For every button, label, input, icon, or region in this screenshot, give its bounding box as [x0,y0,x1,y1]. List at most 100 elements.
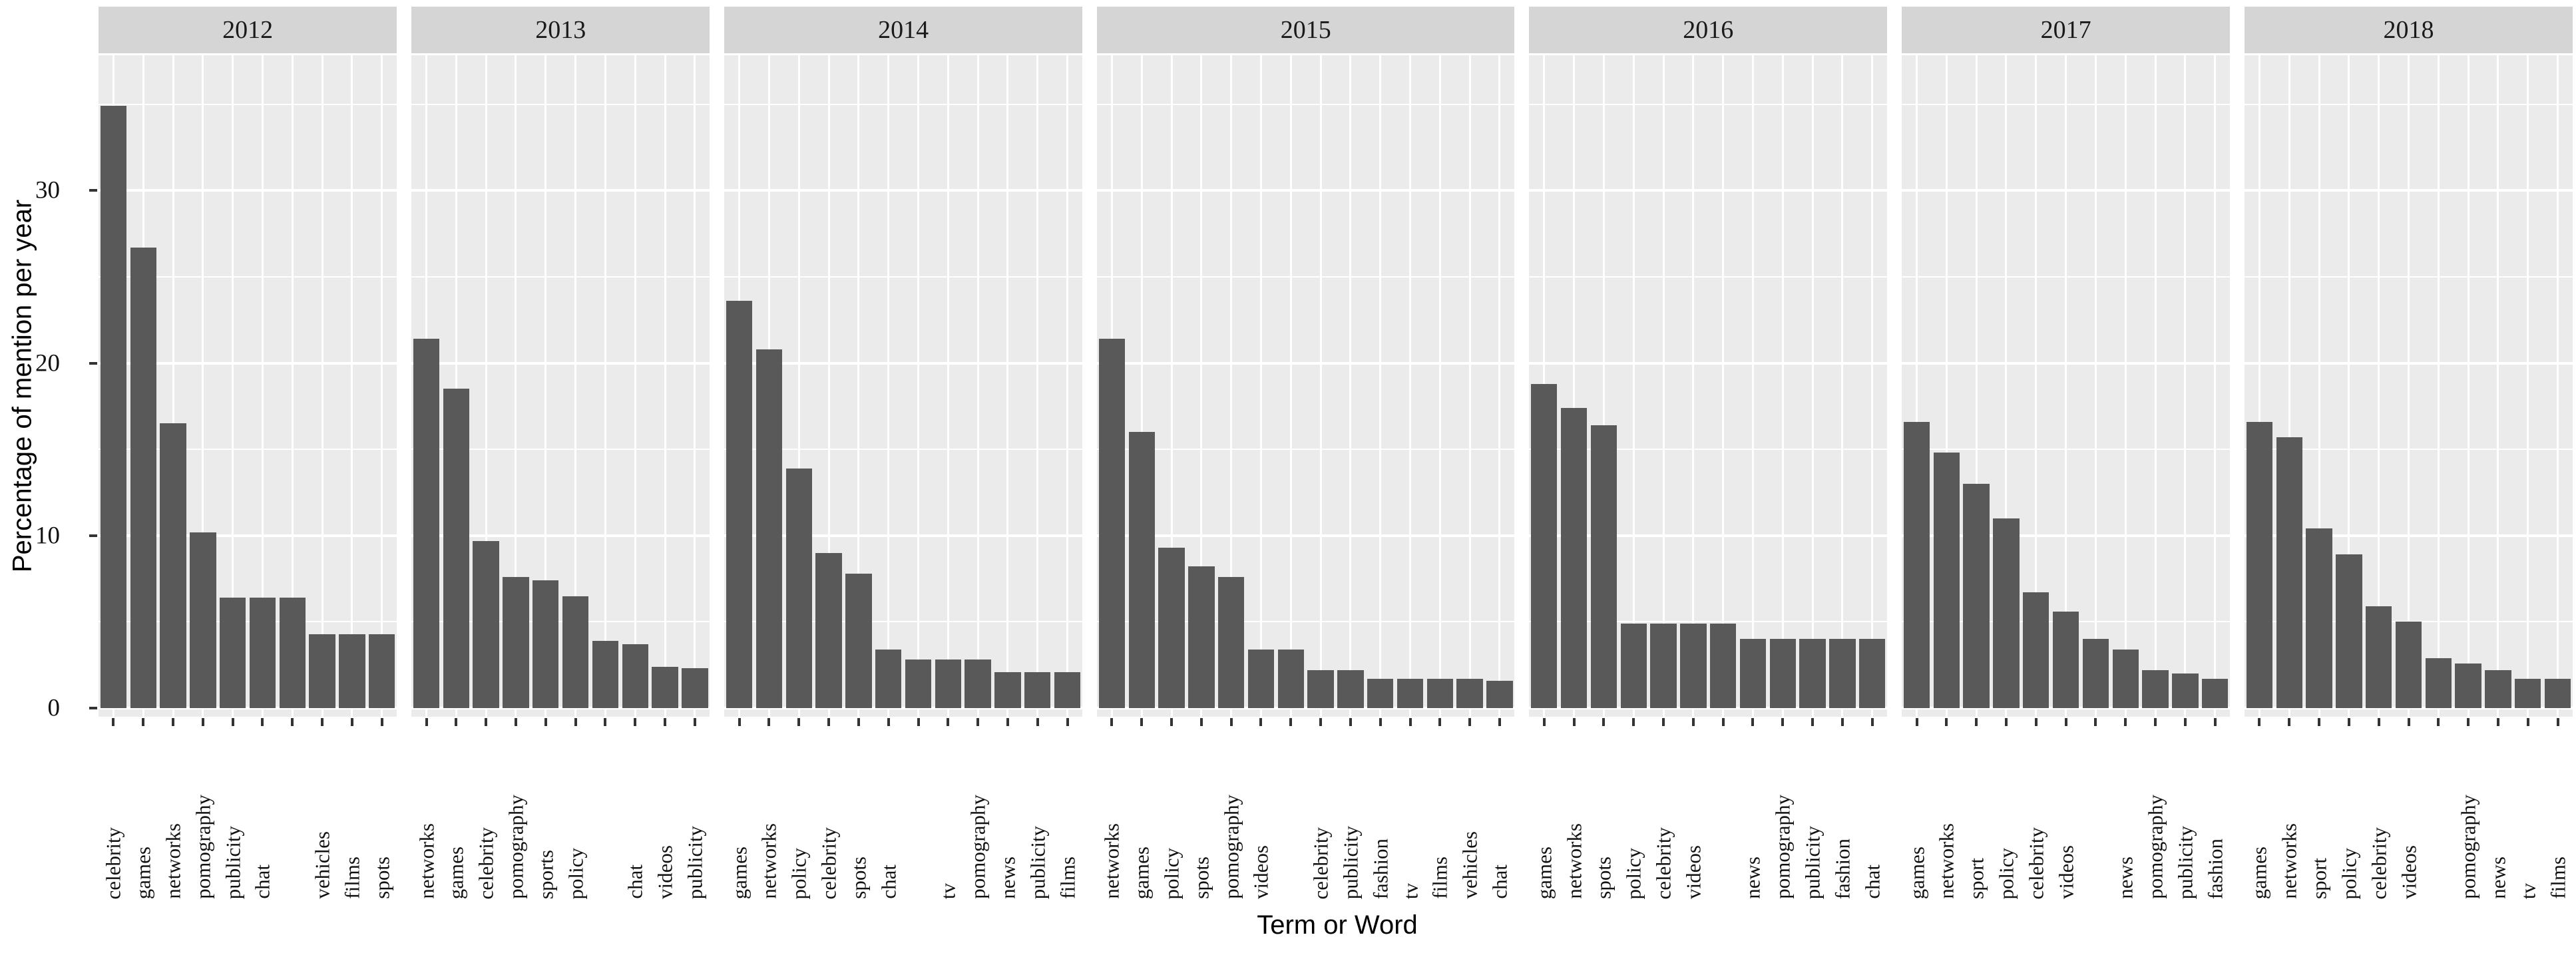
term-label: networks [1100,823,1124,899]
term-label: policy [1621,847,1645,900]
gridline-vertical [1230,55,1233,717]
term-label: pomography [966,795,990,899]
x-tick-mark [634,718,637,726]
term-label-cell: fashion [2200,727,2230,899]
x-tick-mark [2183,718,2187,726]
x-tick-cell [1425,717,1455,727]
panel-plot-area [1097,55,1515,717]
term-label-cell: sport [1962,727,1992,899]
bar-slot [1962,55,1992,717]
x-tick-mark [112,718,115,726]
gridline-vertical [1692,55,1695,717]
term-label-cell: pomography [501,727,531,899]
bar-2016-term7 [1709,624,1737,708]
bar-slot [1022,55,1052,717]
bar-2015-spots [1188,566,1215,708]
bar-2013-videos [652,666,678,708]
x-tick-mark [544,718,547,726]
x-tick-mark [917,718,920,726]
term-label-cell: games [1127,727,1157,899]
gridline-vertical [887,55,890,717]
x-tick-cell [933,717,963,727]
term-label: tv [936,882,960,899]
x-tick-mark [1975,718,1978,726]
bar-slot [2454,55,2483,717]
x-tick-cell [1097,717,1127,727]
gridline-vertical [2184,55,2187,717]
x-tick-mark [2034,718,2038,726]
x-tick-mark [738,718,741,726]
bar-2014-chat [875,649,902,708]
x-ticks-row [99,717,397,727]
bar-2015-publicity [1337,669,1364,708]
y-tick-label: 0 [47,694,61,722]
term-label-cell: chat [1857,727,1887,899]
term-label: policy [2337,847,2361,900]
y-tick-label: 30 [35,176,60,204]
bar-slot [531,55,560,717]
facet-strip-label: 2014 [724,7,1082,53]
term-label-cell: tv [1395,727,1425,899]
bar-2018-tv [2515,678,2541,708]
term-label-cell: pomography [1216,727,1246,899]
bars-container [1529,55,1887,717]
x-tick-mark [767,718,771,726]
x-tick-mark [172,718,175,726]
term-label: videos [2054,845,2078,899]
x-tick-mark [1632,718,1635,726]
term-label-cell: films [337,727,367,899]
term-label: celebrity [817,827,841,899]
bar-slot [2245,55,2274,717]
bar-2012-pomography [190,532,216,708]
term-label: sport [1964,858,1988,899]
bar-2014-games [726,301,753,708]
term-label: pomography [2456,795,2480,899]
gridline-minor [1529,621,1888,623]
gridline-major [724,189,1082,192]
bar-slot [2274,55,2304,717]
term-label-cell: films [1052,727,1082,899]
gridline-minor [724,103,1082,105]
bar-2017-term7 [2082,639,2109,708]
term-label-cell: policy [560,727,590,900]
gridline-major [724,361,1082,365]
gridline-minor [99,621,397,623]
gridline-vertical [574,55,577,717]
x-tick-cell [1306,717,1336,727]
bar-slot [903,55,933,717]
term-label: networks [1562,823,1586,899]
x-tick-mark [857,718,860,726]
facet-panels-row: 2012 celebrity games networks pomography publ… [99,7,2573,899]
x-tick-mark [455,718,458,726]
bar-slot [1857,55,1887,717]
bar-2015-celebrity [1307,669,1334,708]
bar-slot [933,55,963,717]
gridline-vertical [2124,55,2127,717]
gridline-minor [411,449,710,451]
gridline-vertical [797,55,800,717]
bar-slot [1097,55,1127,717]
term-label: videos [1249,845,1273,899]
term-label-cell: networks [1097,727,1127,899]
term-label-cell: fashion [1828,727,1858,899]
gridline-vertical [1916,55,1918,717]
bar-slot [754,55,784,717]
term-label: videos [653,845,677,899]
gridline-minor [99,276,397,278]
x-tick-mark [201,718,204,726]
x-labels-row: networks games celebrity pomography sports po… [411,727,710,899]
term-label-cell: pomography [188,727,218,899]
term-label-cell: films [1425,727,1455,899]
gridline-vertical [1722,55,1725,717]
x-tick-mark [1289,718,1293,726]
term-label-cell: chat [873,727,903,899]
x-tick-cell [844,717,874,727]
x-tick-mark [1379,718,1382,726]
bar-slot [2200,55,2230,717]
x-tick-mark [1721,718,1725,726]
gridline-vertical [1006,55,1009,717]
x-tick-mark [1229,718,1233,726]
gridline-major [1097,361,1515,365]
x-tick-cell [1157,717,1187,727]
